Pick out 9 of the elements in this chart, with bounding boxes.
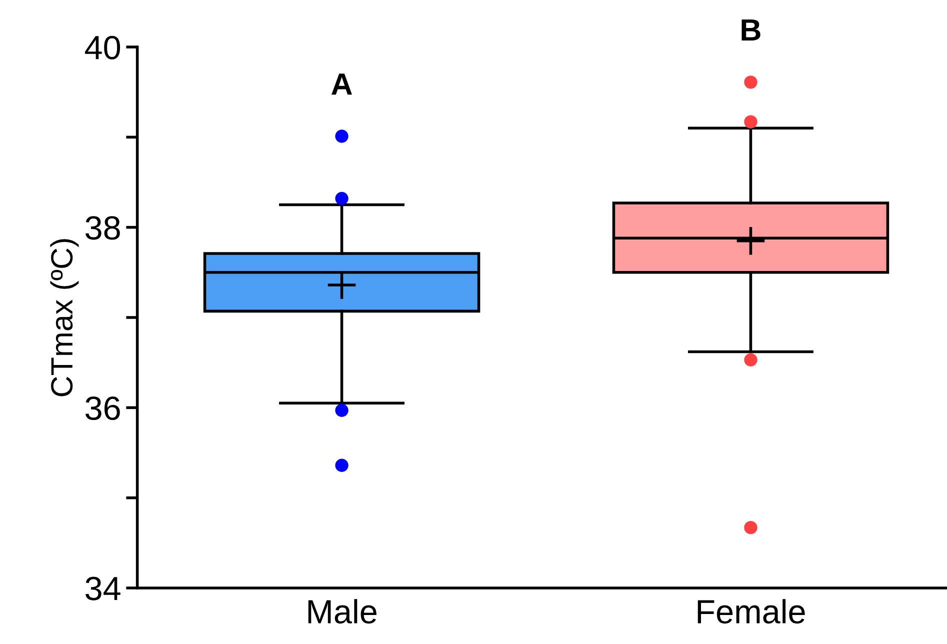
y-tick-label: 34 (86, 576, 120, 600)
y-tick-label: 38 (86, 216, 120, 240)
y-tick-label: 40 (85, 36, 120, 60)
y-axis-title: CTmax (ºC) (50, 239, 79, 396)
y-tick-label: 36 (86, 396, 120, 420)
text: B (742, 19, 760, 40)
annotation: A (332, 74, 352, 95)
x-tick-label: Male (308, 599, 376, 624)
x-tick-label: Female (698, 599, 805, 624)
